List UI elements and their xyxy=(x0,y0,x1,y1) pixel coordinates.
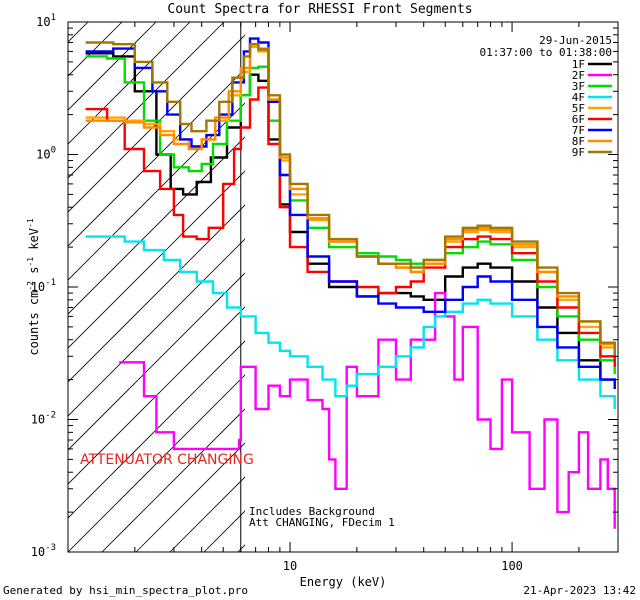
y-label-s: s xyxy=(27,267,41,281)
axis-ticks xyxy=(67,21,619,553)
hatch-line xyxy=(135,442,245,552)
series-1f-line xyxy=(85,52,616,389)
hatch-line xyxy=(68,340,245,519)
legend-label-2f: 2F xyxy=(572,69,585,82)
y-label-kev: keV xyxy=(27,228,41,257)
legend-label-4f: 4F xyxy=(572,91,585,104)
y-tick-label: 10-3 xyxy=(31,543,56,559)
y-label-exp1: -2 xyxy=(26,281,35,291)
series-4f-line xyxy=(85,235,616,409)
legend-label-9f: 9F xyxy=(572,146,585,159)
y-tick-base: 10 xyxy=(31,545,45,559)
y-tick-exponent: 1 xyxy=(51,13,56,23)
y-tick-exponent: -1 xyxy=(45,278,56,288)
hatch-line xyxy=(68,22,191,145)
note-attenuator: Att CHANGING, FDecim 1 xyxy=(249,516,395,529)
y-label-counts: counts cm xyxy=(27,291,41,356)
footer-generator: Generated by hsi_min_spectra_plot.pro xyxy=(3,584,249,597)
series-9f-line xyxy=(85,41,616,357)
y-axis-label: counts cm-2 s-1 keV-1 xyxy=(26,218,41,355)
series-7f-line xyxy=(85,37,616,389)
legend-label-5f: 5F xyxy=(572,102,585,115)
hatch-line xyxy=(68,204,245,383)
hatch-line xyxy=(68,374,245,552)
chart-title: Count Spectra for RHESSI Front Segments xyxy=(167,2,473,17)
y-tick-exponent: -3 xyxy=(45,543,56,553)
hatch-line xyxy=(68,34,245,213)
y-tick-base: 10 xyxy=(36,148,50,162)
hatch-line xyxy=(68,170,245,349)
y-tick-label: 100 xyxy=(36,146,56,162)
y-tick-label: 10-1 xyxy=(31,278,56,294)
hatch-line xyxy=(68,306,245,485)
y-tick-label: 101 xyxy=(36,13,56,29)
y-tick-base: 10 xyxy=(31,280,45,294)
x-tick-label: 100 xyxy=(501,559,523,573)
y-tick-label: 10-2 xyxy=(31,411,56,427)
attenuator-hatch-region xyxy=(0,22,245,552)
hatch-line xyxy=(68,102,245,281)
x-axis-label: Energy (keV) xyxy=(300,575,387,589)
hatch-line xyxy=(68,68,245,247)
y-tick-exponent: -2 xyxy=(45,411,56,421)
footer-timestamp: 21-Apr-2023 13:42 xyxy=(523,584,636,597)
legend-label-3f: 3F xyxy=(572,80,585,93)
hatch-line xyxy=(68,22,225,179)
legend-label-8f: 8F xyxy=(572,135,585,148)
hatch-line xyxy=(68,272,245,451)
legend-label-7f: 7F xyxy=(572,124,585,137)
legend-date: 29-Jun-2015 xyxy=(539,34,612,47)
legend-time-range: 01:37:00 to 01:38:00 xyxy=(479,46,612,59)
x-tick-labels: 10 100 xyxy=(283,559,523,573)
legend-label-6f: 6F xyxy=(572,113,585,126)
y-label-exp3: -1 xyxy=(26,218,35,228)
y-label-exp2: -1 xyxy=(26,257,35,267)
hatch-line xyxy=(68,238,245,417)
attenuator-label: ATTENUATOR CHANGING xyxy=(80,452,254,468)
series-layer xyxy=(85,37,616,529)
hatch-line xyxy=(68,136,245,315)
note-background: Includes Background xyxy=(249,505,375,518)
x-tick-label: 10 xyxy=(283,559,297,573)
y-tick-base: 10 xyxy=(36,15,50,29)
y-tick-exponent: 0 xyxy=(51,146,56,156)
y-tick-base: 10 xyxy=(31,413,45,427)
hatch-line xyxy=(0,22,20,552)
hatch-line xyxy=(101,408,245,552)
legend-label-1f: 1F xyxy=(572,58,585,71)
